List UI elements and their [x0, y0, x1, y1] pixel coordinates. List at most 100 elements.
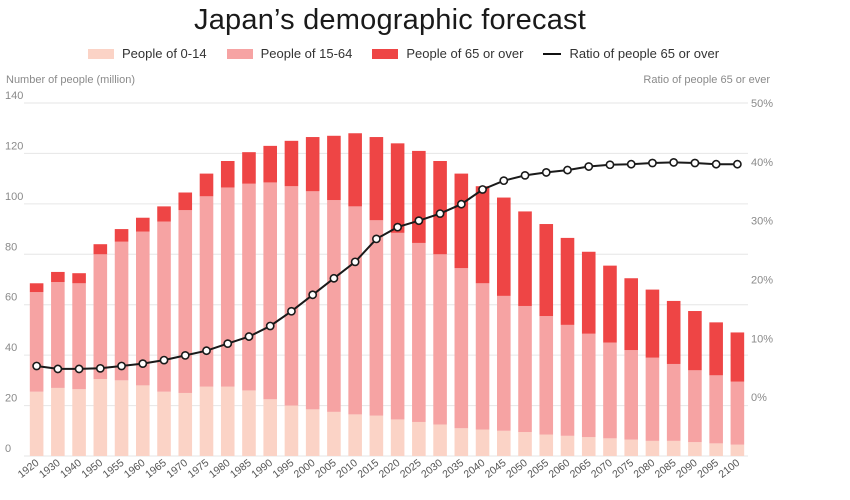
- ratio-point: [287, 306, 296, 316]
- ratio-point: [584, 162, 594, 171]
- legend-swatch-15-64: [226, 48, 253, 59]
- bar-15-64: [114, 241, 129, 381]
- bar-0-14: [305, 409, 320, 456]
- bar-0-14: [220, 386, 235, 456]
- ratio-point: [605, 160, 615, 170]
- x-tick-label: 1975: [186, 457, 212, 481]
- legend-line-icon: [543, 52, 562, 55]
- bar-65-over: [433, 160, 447, 255]
- x-tick-label: 2025: [398, 457, 424, 481]
- bar-15-64: [560, 324, 575, 436]
- bar-65-over: [348, 133, 362, 207]
- y-tick-label: 20: [5, 393, 17, 405]
- bar-65-over: [135, 217, 150, 232]
- x-tick-label: 2005: [313, 457, 339, 481]
- bar-0-14: [93, 379, 108, 456]
- bar-15-64: [220, 187, 235, 387]
- x-tick-label: 2055: [525, 457, 551, 481]
- bar-0-14: [157, 391, 171, 456]
- x-tick-label: 1990: [249, 457, 275, 481]
- legend: People of 0-14 People of 15-64 People of…: [88, 46, 739, 61]
- bar-15-64: [242, 183, 256, 391]
- x-tick-label: 1965: [143, 457, 169, 481]
- ratio-point: [180, 350, 190, 360]
- bar-65-over: [603, 265, 617, 343]
- x-tick-label: 1930: [37, 457, 63, 481]
- bar-0-14: [284, 405, 299, 456]
- bar-65-over: [327, 135, 341, 201]
- y2-tick-label: 50%: [751, 98, 773, 110]
- x-tick-label: 2075: [610, 457, 636, 481]
- bar-0-14: [581, 437, 596, 456]
- bar-15-64: [666, 363, 681, 441]
- bar-65-over: [624, 278, 639, 351]
- bar-15-64: [263, 182, 278, 400]
- bar-15-64: [29, 292, 44, 392]
- bar-65-over: [114, 229, 129, 242]
- ratio-point: [520, 170, 530, 180]
- ratio-point: [117, 361, 126, 371]
- chart-title: Japan’s demographic forecast: [194, 4, 586, 36]
- bar-65-over: [645, 289, 660, 358]
- x-tick-label: 2095: [695, 457, 721, 481]
- y-tick-label: 0: [5, 443, 11, 455]
- ratio-point: [711, 159, 721, 169]
- bar-15-64: [475, 283, 490, 430]
- ratio-point: [563, 165, 572, 175]
- y-tick-label: 120: [5, 140, 23, 152]
- x-tick-label: 2060: [547, 457, 573, 481]
- ratio-point: [159, 355, 169, 365]
- bar-0-14: [475, 429, 490, 456]
- bar-15-64: [603, 342, 617, 439]
- ratio-point: [690, 158, 700, 168]
- ratio-line: [36, 161, 738, 370]
- ratio-point: [499, 176, 509, 186]
- bar-15-64: [454, 268, 469, 429]
- y-tick-label: 80: [5, 241, 17, 253]
- ratio-point: [732, 159, 742, 169]
- bar-0-14: [624, 439, 639, 456]
- bar-15-64: [199, 196, 214, 387]
- x-tick-label: 2070: [589, 457, 615, 481]
- bar-15-64: [348, 206, 362, 415]
- bar-65-over: [518, 211, 532, 306]
- y-tick-label: 140: [5, 90, 23, 102]
- ratio-point: [138, 359, 148, 369]
- bar-15-64: [624, 350, 639, 440]
- bar-0-14: [666, 440, 681, 456]
- bar-15-64: [412, 242, 426, 422]
- left-axis-title: Number of people (million): [6, 74, 135, 86]
- bar-0-14: [603, 438, 617, 456]
- bar-65-over: [242, 152, 256, 184]
- bar-0-14: [178, 392, 193, 456]
- bar-15-64: [390, 232, 405, 420]
- bar-0-14: [539, 434, 554, 456]
- legend-item-65-over: People of 65 or over: [372, 46, 523, 61]
- bar-15-64: [305, 191, 320, 410]
- legend-label-65-over: People of 65 or over: [406, 46, 524, 61]
- x-tick-label: 1960: [122, 457, 148, 481]
- bar-65-over: [199, 173, 214, 197]
- bar-0-14: [348, 414, 362, 456]
- legend-label-ratio: Ratio of people 65 or over: [569, 46, 720, 61]
- bar-65-over: [666, 300, 681, 364]
- bar-65-over: [475, 186, 490, 284]
- ratio-point: [435, 209, 445, 219]
- bar-65-over: [581, 251, 596, 334]
- ratio-point: [371, 234, 381, 244]
- bar-65-over: [93, 244, 108, 255]
- x-tick-label: 1970: [164, 457, 190, 481]
- bar-15-64: [709, 375, 723, 444]
- bar-15-64: [327, 200, 341, 412]
- ratio-point: [456, 199, 466, 209]
- bar-65-over: [178, 192, 193, 211]
- x-tick-label: 2030: [419, 457, 445, 481]
- bar-0-14: [135, 385, 150, 456]
- ratio-point: [202, 346, 211, 356]
- bar-65-over: [51, 271, 65, 283]
- x-tick-label: 1980: [207, 457, 233, 481]
- bar-0-14: [433, 424, 447, 456]
- x-tick-label: 2040: [462, 457, 488, 481]
